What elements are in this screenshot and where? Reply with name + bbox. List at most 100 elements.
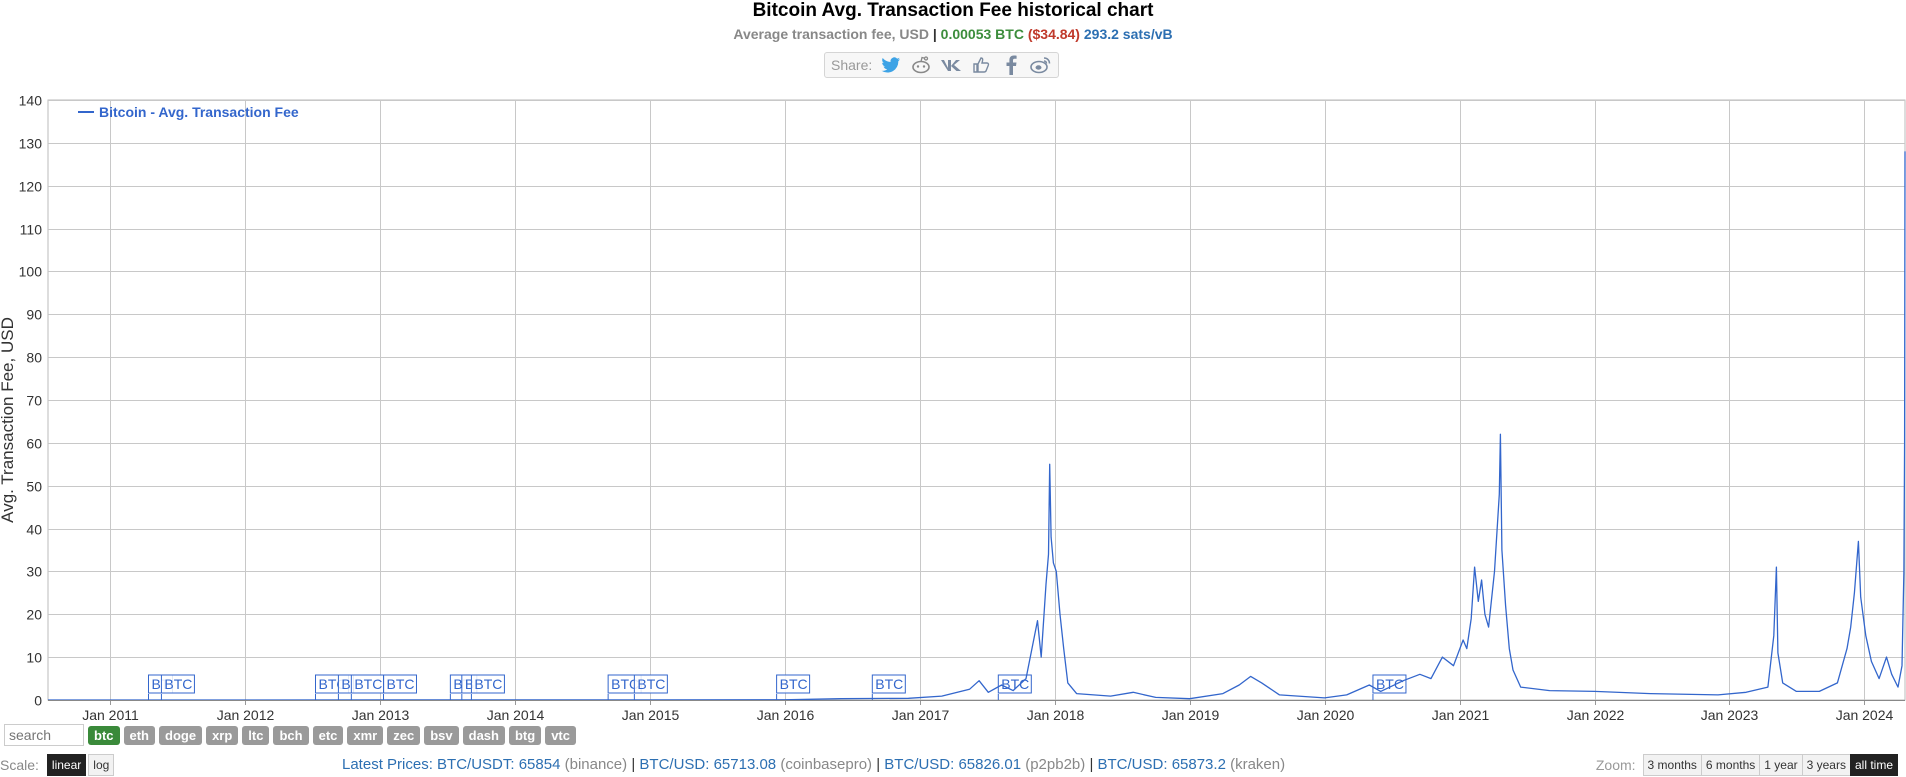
coin-button-zec[interactable]: zec — [387, 725, 421, 745]
svg-text:BTC: BTC — [386, 676, 414, 692]
y-tick-label: 40 — [26, 522, 42, 538]
coin-search-input[interactable] — [4, 724, 84, 746]
scale-linear-button[interactable]: linear — [46, 754, 87, 776]
coin-button-doge[interactable]: doge — [159, 725, 203, 745]
svg-text:BTC: BTC — [780, 676, 808, 692]
x-tick-label: Jan 2020 — [1297, 707, 1355, 720]
chart-subtitle: Average transaction fee, USD | 0.00053 B… — [0, 26, 1906, 42]
btc-event-flag[interactable]: BTC — [470, 674, 505, 700]
y-tick-label: 20 — [26, 607, 42, 623]
btc-event-flag[interactable]: BTC — [871, 674, 906, 700]
zoom-3-years-button[interactable]: 3 years — [1801, 754, 1851, 776]
subtitle-separator: | — [932, 26, 937, 42]
latest-prices-label: Latest Prices: — [342, 756, 433, 773]
btc-event-flag[interactable]: BTC — [633, 674, 668, 700]
share-bar: Share: — [824, 52, 1060, 78]
sats-fee-value: 293.2 sats/vB — [1083, 26, 1173, 42]
fee-line-chart[interactable]: BTBTCBTCBBTCBTCBTBBTCBTCBTCBTCBTCBTCBTC … — [0, 90, 1906, 720]
x-tick-label: Jan 2016 — [757, 707, 815, 720]
zoom-label: Zoom: — [1595, 757, 1636, 773]
btc-event-flag[interactable]: BTC — [382, 674, 417, 700]
y-tick-label: 60 — [26, 436, 42, 452]
series-layer — [47, 151, 1906, 701]
btc-event-flag[interactable]: BTC — [1372, 674, 1407, 700]
y-tick-label: 80 — [26, 350, 42, 366]
y-tick-label: 90 — [26, 307, 42, 323]
svg-text:BTC: BTC — [354, 676, 382, 692]
scale-control: Scale: linear log — [0, 754, 115, 776]
x-tick-label: Jan 2018 — [1027, 707, 1085, 720]
y-tick-label: 50 — [26, 479, 42, 495]
facebook-icon[interactable] — [1000, 55, 1022, 75]
coin-button-xmr[interactable]: xmr — [347, 725, 384, 745]
zoom-control: Zoom: 3 months 6 months 1 year 3 years a… — [1596, 754, 1898, 776]
x-tick-label: Jan 2015 — [622, 707, 680, 720]
x-tick-label: Jan 2019 — [1162, 707, 1220, 720]
latest-prices: Latest Prices: BTC/USDT: 65854 (binance)… — [342, 756, 1286, 773]
y-tick-label: 120 — [19, 179, 43, 195]
zoom-all-time-button[interactable]: all time — [1849, 754, 1898, 776]
y-tick-label: 100 — [19, 264, 43, 280]
x-tick-label: Jan 2011 — [82, 707, 139, 720]
x-tick-label: Jan 2021 — [1432, 707, 1490, 720]
zoom-6-months-button[interactable]: 6 months — [1700, 754, 1761, 776]
vk-icon[interactable] — [940, 55, 962, 75]
coin-button-bch[interactable]: bch — [273, 725, 309, 745]
axis-layer: 0 10 20 30 40 50 60 70 80 90 100 110 120 130 140 Jan 20… — [19, 93, 1905, 720]
annotation-layer: BTBTCBTCBBTCBTCBTBBTCBTCBTCBTCBTCBTCBTC — [147, 674, 1407, 700]
legend-label: Bitcoin - Avg. Transaction Fee — [99, 104, 299, 120]
y-tick-label: 70 — [26, 393, 42, 409]
price-item[interactable]: BTC/USD: 65713.08 (coinbasepro) — [639, 756, 873, 773]
x-tick-label: Jan 2013 — [352, 707, 410, 720]
btc-event-flag[interactable]: BTC — [350, 674, 385, 700]
grid-layer — [47, 99, 1906, 701]
y-tick-label: 10 — [26, 650, 42, 666]
coin-button-btc[interactable]: btc — [88, 725, 120, 745]
svg-text:BTC: BTC — [637, 676, 665, 692]
price-item[interactable]: BTC/USD: 65826.01 (p2pb2b) — [884, 756, 1086, 773]
scale-label: Scale: — [0, 757, 39, 773]
subtitle-prefix: Average transaction fee, USD — [733, 26, 929, 42]
coin-button-ltc[interactable]: ltc — [242, 725, 270, 745]
btc-fee-value: 0.00053 BTC — [940, 26, 1024, 42]
coin-button-btg[interactable]: btg — [508, 725, 542, 745]
legend[interactable]: Bitcoin - Avg. Transaction Fee — [78, 104, 299, 120]
reddit-icon[interactable] — [910, 55, 932, 75]
y-tick-label: 0 — [34, 693, 42, 709]
page-title: Bitcoin Avg. Transaction Fee historical … — [752, 0, 1154, 21]
scale-log-button[interactable]: log — [88, 754, 115, 776]
x-tick-label: Jan 2022 — [1567, 707, 1625, 720]
price-item[interactable]: BTC/USD: 65873.2 (kraken) — [1097, 756, 1286, 773]
svg-text:BTC: BTC — [164, 676, 192, 692]
btc-event-flag[interactable]: BTC — [160, 674, 195, 700]
svg-text:BTC: BTC — [1001, 676, 1029, 692]
coin-button-vtc[interactable]: vtc — [545, 725, 576, 745]
coin-selector: btcethdogexrpltcbchetcxmrzecbsvdashbtgvt… — [4, 724, 576, 746]
y-tick-label: 30 — [26, 564, 42, 580]
svg-text:BTC: BTC — [1376, 676, 1404, 692]
svg-text:B: B — [465, 676, 474, 692]
x-tick-label: Jan 2024 — [1836, 707, 1894, 720]
y-tick-label: 110 — [20, 222, 43, 238]
usd-fee-value: ($34.84) — [1027, 26, 1080, 42]
coin-button-etc[interactable]: etc — [312, 725, 344, 745]
coin-button-bsv[interactable]: bsv — [424, 725, 459, 745]
x-tick-label: Jan 2023 — [1701, 707, 1759, 720]
twitter-icon[interactable] — [880, 55, 902, 75]
coin-button-eth[interactable]: eth — [123, 725, 155, 745]
weibo-icon[interactable] — [1030, 55, 1052, 75]
btc-event-flag[interactable]: B — [337, 674, 354, 700]
y-tick-label: 140 — [19, 93, 43, 109]
coin-button-xrp[interactable]: xrp — [206, 725, 239, 745]
btc-event-flag[interactable]: BTC — [607, 674, 642, 700]
zoom-1-year-button[interactable]: 1 year — [1759, 754, 1803, 776]
y-tick-label: 130 — [19, 136, 43, 152]
like-icon[interactable] — [970, 55, 992, 75]
x-tick-label: Jan 2017 — [892, 707, 950, 720]
coin-button-dash[interactable]: dash — [462, 725, 505, 745]
y-axis-label: Avg. Transaction Fee, USD — [0, 317, 17, 523]
svg-text:B: B — [341, 676, 350, 692]
zoom-3-months-button[interactable]: 3 months — [1642, 754, 1702, 776]
btc-event-flag[interactable]: BTC — [776, 674, 811, 700]
price-item[interactable]: BTC/USDT: 65854 (binance) — [437, 756, 628, 773]
